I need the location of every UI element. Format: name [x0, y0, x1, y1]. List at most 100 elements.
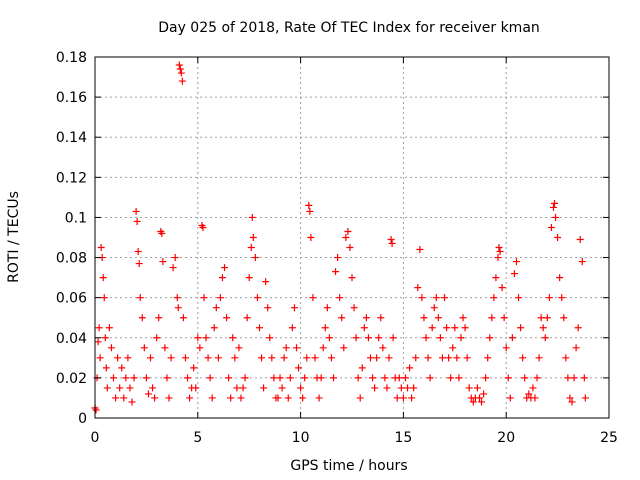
- data-point: [99, 274, 107, 282]
- data-point: [251, 254, 259, 262]
- data-point: [350, 304, 358, 312]
- data-point: [235, 344, 243, 352]
- data-point: [346, 244, 354, 252]
- data-point: [570, 374, 578, 382]
- data-point: [500, 314, 508, 322]
- data-point: [576, 236, 584, 244]
- data-point: [107, 344, 115, 352]
- data-point: [551, 199, 559, 207]
- data-point: [231, 354, 239, 362]
- data-point: [418, 294, 426, 302]
- data-point: [461, 324, 469, 332]
- data-point: [443, 324, 451, 332]
- data-point: [239, 384, 247, 392]
- data-point: [360, 324, 368, 332]
- data-point: [572, 344, 580, 352]
- data-point: [537, 314, 545, 322]
- data-point: [364, 334, 372, 342]
- data-point: [465, 384, 473, 392]
- data-point: [301, 374, 309, 382]
- data-point: [387, 236, 395, 244]
- y-tick-label: 0: [78, 411, 87, 427]
- data-point: [133, 217, 141, 225]
- data-point: [95, 324, 103, 332]
- data-point: [96, 354, 104, 362]
- data-point: [438, 354, 446, 362]
- data-point: [307, 234, 315, 241]
- x-tick-label: 10: [292, 430, 310, 446]
- data-point: [404, 384, 412, 392]
- data-point: [177, 69, 185, 77]
- x-tick-label: 0: [91, 430, 100, 446]
- data-point: [506, 394, 514, 402]
- data-point: [319, 344, 327, 352]
- data-point: [434, 314, 442, 322]
- data-point: [480, 390, 488, 398]
- data-point: [510, 270, 518, 278]
- data-point: [223, 314, 231, 322]
- data-point: [132, 207, 140, 215]
- data-point: [227, 394, 235, 402]
- data-point: [200, 294, 208, 302]
- data-point: [358, 364, 366, 372]
- data-point: [475, 394, 483, 402]
- x-tick-label: 5: [193, 430, 202, 446]
- data-point: [414, 284, 422, 292]
- data-point: [241, 374, 249, 382]
- data-point: [496, 248, 504, 256]
- data-point: [174, 304, 182, 312]
- data-point: [436, 334, 444, 342]
- y-tick-label: 0.14: [56, 130, 87, 146]
- data-point: [352, 334, 360, 342]
- data-point: [112, 394, 120, 402]
- data-point: [541, 334, 549, 342]
- data-point: [165, 394, 173, 402]
- data-point: [245, 274, 253, 282]
- data-point: [249, 234, 257, 241]
- data-point: [519, 354, 527, 362]
- data-point: [233, 384, 241, 392]
- data-point: [508, 334, 516, 342]
- data-point: [422, 334, 430, 342]
- data-point: [116, 384, 124, 392]
- data-point: [122, 374, 130, 382]
- data-point: [426, 374, 434, 382]
- data-point: [126, 384, 134, 392]
- data-point: [332, 268, 340, 276]
- data-point: [373, 354, 381, 362]
- data-point: [388, 240, 396, 248]
- y-tick-label: 0.02: [56, 371, 87, 387]
- data-point: [498, 284, 506, 292]
- data-point: [169, 264, 177, 272]
- axis-ticks: 0 0.02 0.04 0.06 0.08 0.1 0.12 0.14 0.16 0.18 0 5 10…: [56, 50, 618, 446]
- data-point: [248, 213, 256, 221]
- y-tick-label: 0.1: [65, 210, 87, 226]
- data-point: [336, 294, 344, 302]
- data-point: [243, 314, 251, 322]
- data-point: [171, 254, 179, 262]
- data-point: [282, 344, 290, 352]
- data-point: [566, 394, 574, 402]
- data-point: [194, 334, 202, 342]
- data-point: [463, 354, 471, 362]
- data-point: [549, 203, 557, 211]
- data-point: [369, 374, 377, 382]
- data-point: [408, 394, 416, 402]
- y-tick-label: 0.16: [56, 90, 87, 106]
- y-tick-label: 0.18: [56, 50, 87, 66]
- data-point: [163, 374, 171, 382]
- y-axis-label: ROTI / TECUs: [6, 191, 22, 283]
- data-point: [149, 384, 157, 392]
- data-point: [375, 334, 383, 342]
- data-point: [276, 374, 284, 382]
- y-tick-label: 0.04: [56, 331, 87, 347]
- data-point: [568, 398, 576, 406]
- data-point: [469, 398, 477, 406]
- data-point: [204, 354, 212, 362]
- data-point: [255, 324, 263, 332]
- data-point: [210, 324, 218, 332]
- data-point: [161, 344, 169, 352]
- data-point: [383, 384, 391, 392]
- data-point: [484, 354, 492, 362]
